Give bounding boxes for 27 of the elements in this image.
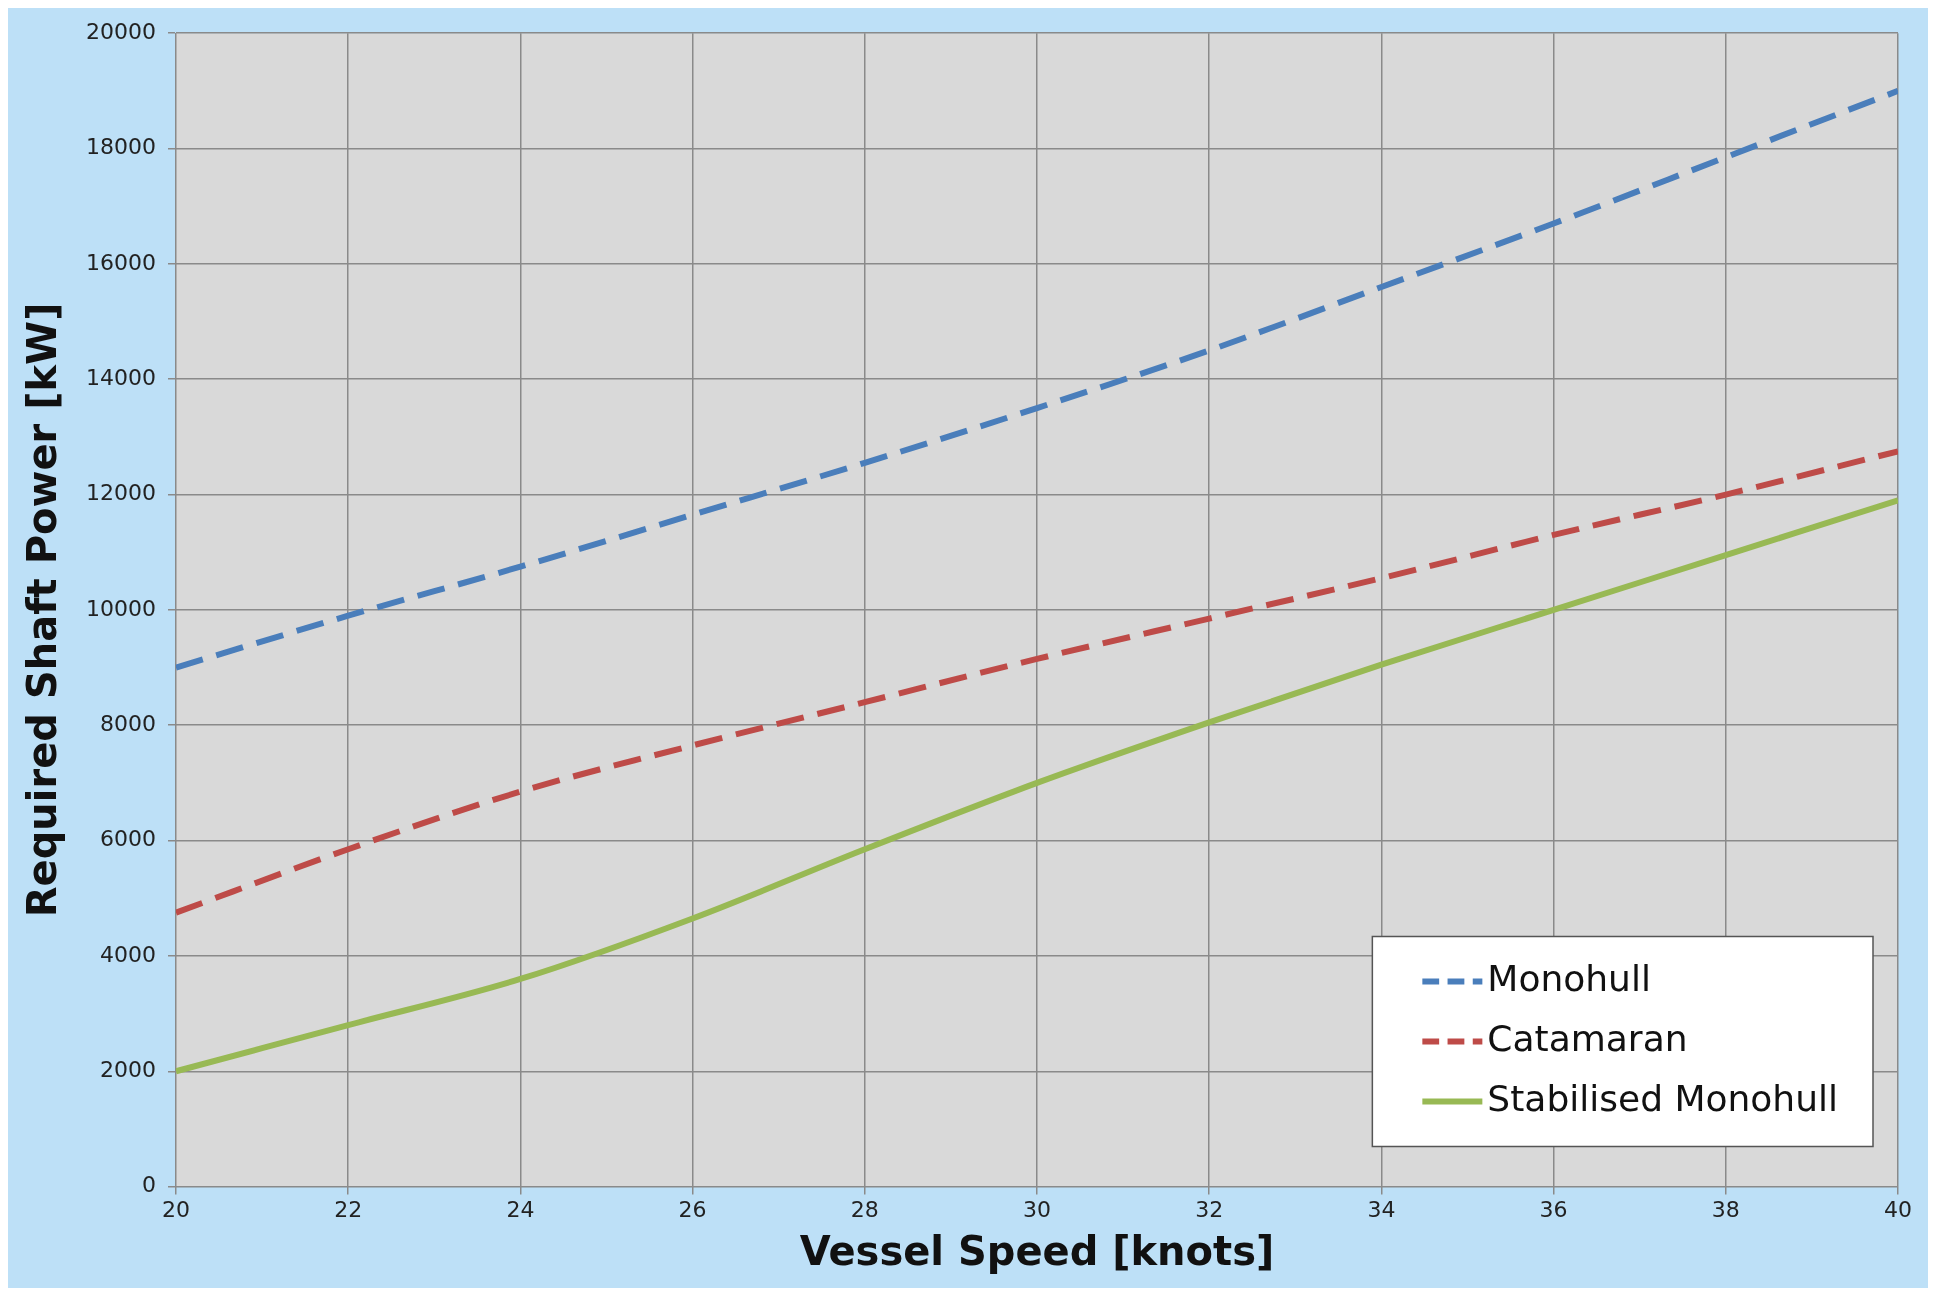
y-tick-label: 4000 (99, 941, 156, 967)
x-tick-label: 36 (1539, 1196, 1568, 1222)
x-tick-label: 40 (1884, 1196, 1912, 1222)
legend-label: Stabilised Monohull (1487, 1077, 1839, 1119)
y-tick-label: 18000 (85, 134, 156, 160)
x-tick-label: 26 (678, 1196, 707, 1222)
x-tick-label: 34 (1367, 1196, 1396, 1222)
x-tick-label: 24 (506, 1196, 535, 1222)
x-tick-label: 20 (161, 1196, 190, 1222)
x-tick-label: 22 (334, 1196, 363, 1222)
legend-label: Monohull (1487, 957, 1651, 999)
y-tick-label: 8000 (99, 710, 156, 736)
y-tick-label: 10000 (85, 595, 156, 621)
y-tick-label: 6000 (99, 826, 156, 852)
y-tick-label: 2000 (99, 1056, 156, 1082)
y-tick-label: 0 (141, 1172, 156, 1198)
legend-label: Catamaran (1487, 1017, 1688, 1059)
y-axis-title: Required Shaft Power [kW] (19, 302, 66, 918)
x-axis-title: Vessel Speed [knots] (799, 1228, 1275, 1275)
x-tick-label: 28 (850, 1196, 879, 1222)
y-tick-label: 12000 (85, 480, 156, 506)
y-tick-label: 16000 (85, 249, 156, 275)
y-tick-label: 20000 (85, 18, 156, 44)
x-tick-label: 32 (1195, 1196, 1224, 1222)
x-tick-label: 30 (1022, 1196, 1051, 1222)
x-tick-label: 38 (1711, 1196, 1740, 1222)
y-tick-label: 14000 (85, 364, 156, 390)
